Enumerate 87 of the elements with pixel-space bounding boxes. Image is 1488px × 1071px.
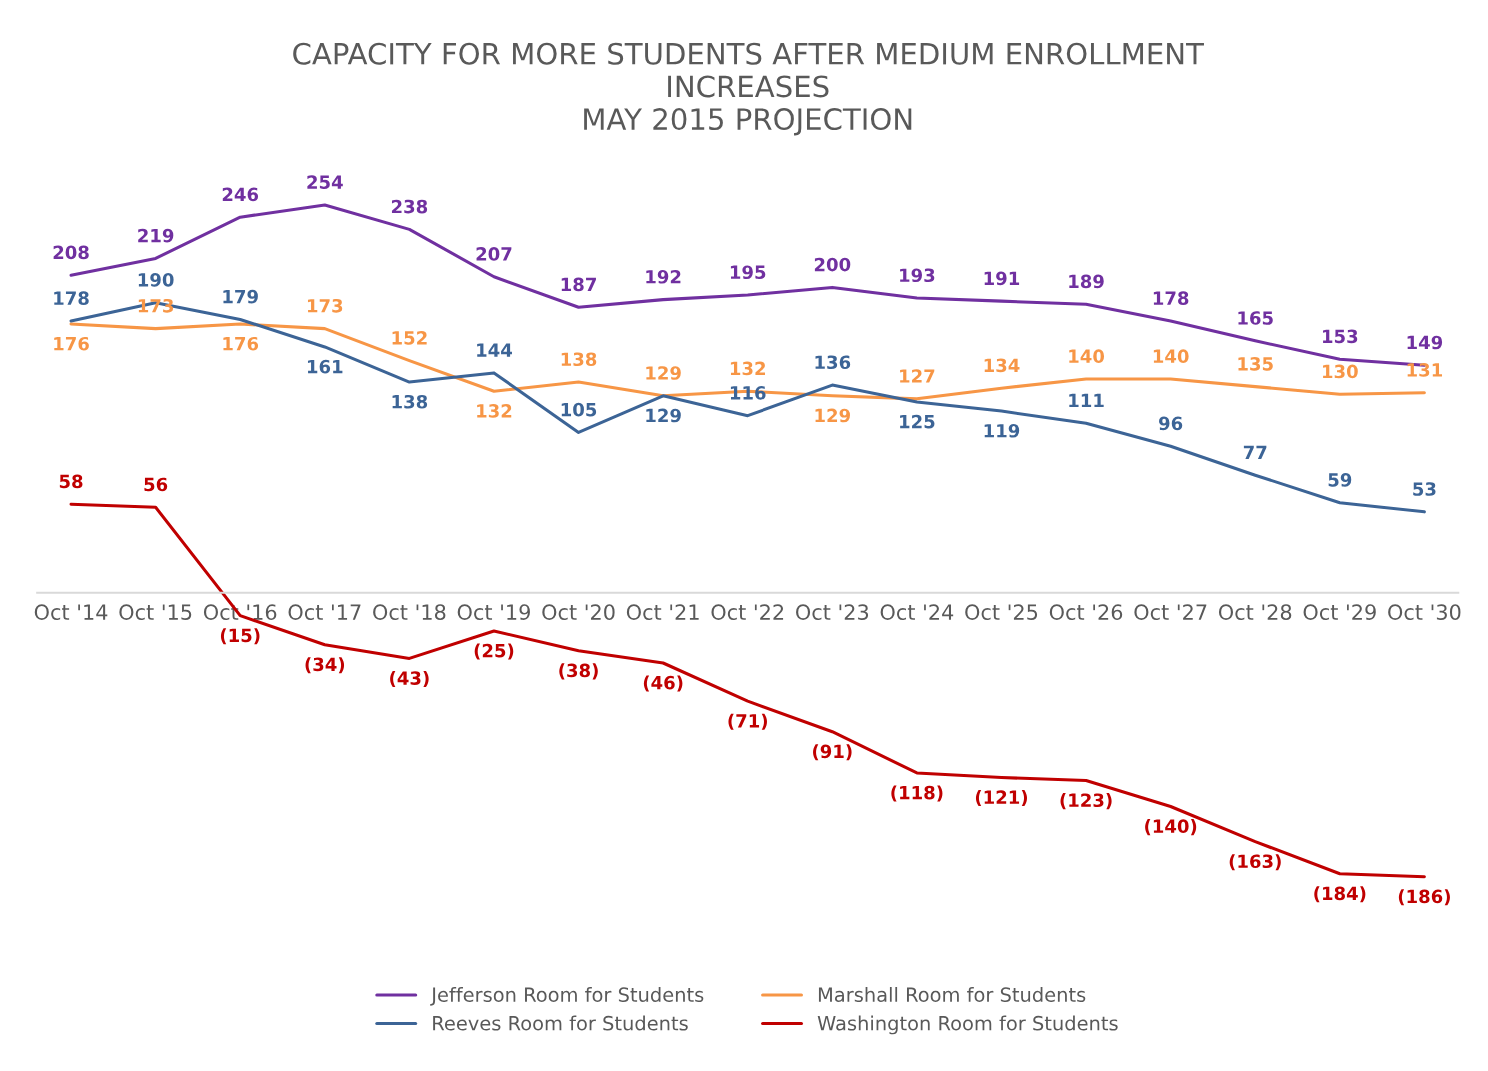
data-label: 132 [730,361,765,376]
data-label: 178 [54,291,89,305]
data-label: 59 [1328,473,1352,487]
data-label: 238 [391,199,428,214]
data-label: 144 [477,343,512,357]
legend-label: Reeves Room for Students [433,1015,688,1031]
data-label: 161 [307,359,343,374]
data-label: (121) [975,790,1028,807]
data-label: 152 [392,331,427,345]
legend-label: Washington Room for Students [817,1015,1118,1035]
data-label: 135 [1238,356,1273,371]
data-label: 254 [307,175,343,189]
data-label: 56 [144,477,168,492]
data-label: 149 [1407,335,1443,350]
data-label: 130 [1323,364,1358,379]
data-label: 138 [392,394,428,409]
data-label: (184) [1314,886,1366,903]
x-tick-label: Oct '22 [711,604,784,620]
data-label: 127 [900,369,935,383]
x-tick-label: Oct '27 [1134,604,1207,620]
data-label: 125 [900,414,935,429]
data-label: 129 [646,366,681,380]
data-label: 111 [1069,393,1104,408]
chart-title: CAPACITY FOR MORE STUDENTS AFTER MEDIUM ENROLLMENT INCREASES MAY 2015 PROJECTION [293,42,1204,136]
data-label: 208 [53,245,89,260]
x-tick-label: Oct '28 [1218,604,1292,620]
data-label: 77 [1243,445,1267,459]
x-tick-label: Oct '21 [626,604,699,620]
x-tick-label: Oct '24 [880,604,954,620]
x-tick-label: Oct '17 [288,604,361,620]
x-tick-label: Oct '25 [965,604,1038,620]
x-tick-label: Oct '18 [373,604,446,620]
data-label: 195 [730,265,766,280]
data-label: 138 [561,352,597,367]
data-label: (118) [891,785,943,802]
data-label: 165 [1238,311,1273,325]
data-label: 58 [59,474,83,489]
data-label: 219 [138,228,174,243]
data-label: 178 [1153,291,1189,305]
x-tick-label: Oct '19 [457,604,530,620]
data-label: 134 [984,358,1020,373]
data-label: 119 [984,423,1020,438]
data-label: (25) [474,643,514,660]
data-label: (46) [643,675,683,692]
data-label: (186) [1398,889,1450,906]
data-label: 176 [223,336,259,351]
data-label: 187 [561,277,596,292]
data-label: 192 [646,269,681,284]
x-tick-label: Oct '14 [34,604,108,620]
data-label: 189 [1069,274,1104,289]
data-label: 200 [814,257,851,272]
data-label: 129 [646,408,681,423]
data-label: (91) [813,744,852,761]
x-tick-label: Oct '26 [1049,604,1123,620]
data-label: 129 [815,408,850,423]
data-label: 53 [1413,482,1436,496]
data-label: (123) [1060,793,1112,810]
legend-label: Jefferson Room for Students [430,986,704,1006]
legend-label: Marshall Room for Students [818,986,1086,1003]
data-label: 179 [223,289,258,304]
data-label: 132 [477,404,512,418]
data-label: 246 [222,187,259,202]
data-label: (71) [728,713,767,730]
data-label: 176 [54,336,89,351]
data-label: (43) [390,670,429,688]
data-label: 140 [1153,349,1189,364]
data-label: 136 [815,355,851,370]
data-label: 207 [476,247,512,261]
data-label: (163) [1229,854,1281,871]
data-label: 193 [900,268,935,283]
data-label: 105 [561,402,597,417]
x-tick-label: Oct '20 [542,604,615,620]
data-label: 191 [984,271,1020,286]
x-tick-label: Oct '29 [1303,604,1376,620]
data-label: 131 [1407,363,1443,377]
x-tick-label: Oct '15 [119,604,192,620]
x-tick-label: Oct '30 [1388,604,1461,620]
data-label: 140 [1069,349,1105,364]
data-label: (15) [220,628,260,645]
data-label: (140) [1145,819,1197,836]
data-label: (38) [559,663,598,680]
data-label: 173 [307,298,343,313]
x-tick-label: Oct '23 [796,604,869,620]
data-label: 96 [1159,416,1183,431]
data-label: 190 [138,273,174,287]
data-label: 153 [1323,329,1358,344]
data-label: (34) [305,657,345,674]
